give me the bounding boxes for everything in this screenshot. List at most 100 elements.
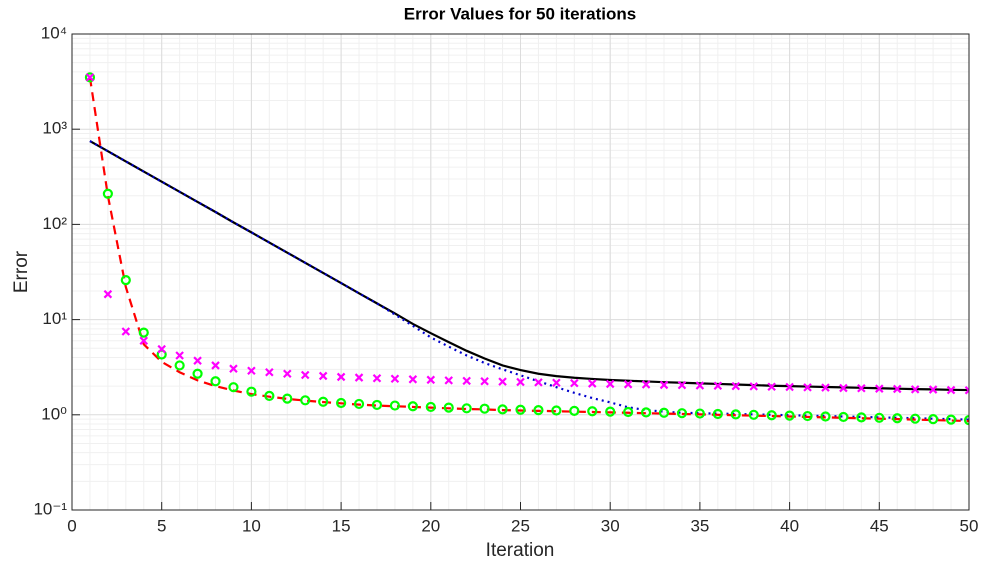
x-marker — [462, 376, 471, 386]
x-marker — [605, 379, 615, 389]
x-marker — [695, 381, 705, 390]
x-marker — [157, 344, 166, 354]
x-marker — [964, 385, 969, 395]
x-marker — [408, 375, 418, 384]
circle-marker — [210, 376, 221, 387]
x-tick-label: 30 — [601, 516, 620, 535]
x-marker — [552, 378, 561, 388]
circle-marker — [84, 72, 96, 83]
circle-marker — [856, 412, 867, 423]
x-marker — [193, 356, 202, 365]
x-marker — [641, 380, 651, 389]
x-marker — [875, 384, 884, 393]
x-marker — [121, 327, 131, 336]
circle-marker — [515, 404, 526, 415]
circle-marker — [389, 400, 401, 411]
x-tick-label: 40 — [780, 516, 799, 535]
circle-marker — [623, 406, 634, 418]
circle-marker — [102, 188, 113, 199]
x-marker — [103, 289, 113, 299]
circle-marker — [282, 393, 293, 404]
x-marker — [910, 385, 920, 394]
circle-marker — [120, 274, 131, 286]
circle-marker — [910, 413, 921, 424]
x-marker — [283, 369, 292, 379]
y-tick-label: 10² — [42, 214, 67, 233]
circle-marker — [569, 405, 580, 416]
circle-marker — [497, 404, 508, 415]
y-tick-label: 10⁴ — [41, 23, 67, 42]
x-axis-label: Iteration — [486, 540, 555, 561]
circle-marker — [587, 406, 598, 417]
x-marker — [516, 377, 525, 387]
x-marker — [498, 377, 507, 386]
x-tick-label: 10 — [242, 516, 261, 535]
x-marker — [803, 383, 812, 392]
x-marker — [211, 361, 220, 370]
x-tick-label: 15 — [332, 516, 351, 535]
circle-marker — [766, 410, 777, 421]
plot-area — [84, 72, 969, 426]
x-marker — [731, 381, 741, 391]
x-marker — [713, 381, 723, 391]
x-marker — [570, 378, 579, 388]
circle-marker — [533, 405, 544, 416]
x-marker — [390, 374, 400, 384]
x-marker — [749, 382, 758, 391]
x-marker — [623, 380, 633, 389]
circle-marker — [712, 408, 723, 420]
x-marker — [426, 375, 436, 385]
x-tick-label: 25 — [511, 516, 530, 535]
x-marker — [372, 373, 382, 383]
chart-title: Error Values for 50 iterations — [404, 4, 636, 23]
x-marker — [85, 73, 95, 82]
x-marker — [265, 367, 274, 377]
circle-marker — [300, 395, 311, 406]
circle-marker — [264, 390, 275, 401]
x-tick-label: 5 — [157, 516, 166, 535]
x-tick-label: 45 — [870, 516, 889, 535]
x-marker — [767, 382, 776, 392]
circle-marker — [461, 403, 472, 414]
circle-marker — [353, 398, 365, 410]
x-tick-label: 35 — [690, 516, 709, 535]
circle-marker — [802, 410, 813, 422]
y-axis-label: Error — [11, 250, 32, 293]
circle-marker — [838, 411, 849, 423]
circle-marker — [407, 401, 418, 412]
x-marker — [175, 351, 184, 360]
x-marker — [534, 378, 543, 387]
x-marker — [839, 383, 848, 393]
circle-marker — [192, 368, 203, 379]
x-marker — [659, 380, 669, 390]
circle-marker — [820, 411, 831, 422]
x-marker — [785, 382, 794, 392]
circle-marker — [874, 412, 885, 423]
x-marker — [444, 376, 454, 385]
x-marker — [480, 376, 489, 386]
x-marker — [354, 373, 364, 382]
y-tick-label: 10³ — [42, 119, 67, 138]
x-marker — [946, 385, 956, 395]
plot-frame — [71, 33, 970, 511]
circle-marker — [748, 409, 759, 420]
x-marker — [300, 370, 310, 380]
x-marker — [247, 366, 256, 376]
circle-marker — [425, 401, 436, 413]
circle-marker — [640, 407, 652, 418]
circle-marker — [694, 408, 706, 419]
y-tick-label: 10⁰ — [41, 404, 67, 423]
circle-marker — [138, 327, 149, 338]
x-marker — [821, 383, 830, 392]
circle-marker — [551, 405, 562, 416]
y-tick-label: 10⁻¹ — [33, 499, 67, 518]
circle-marker — [784, 410, 795, 421]
x-tick-label: 50 — [960, 516, 979, 535]
circle-marker — [658, 407, 670, 418]
circle-marker — [676, 408, 688, 419]
x-marker — [318, 371, 328, 381]
circle-marker — [928, 414, 939, 425]
x-marker — [892, 384, 902, 394]
circle-marker — [892, 413, 903, 424]
